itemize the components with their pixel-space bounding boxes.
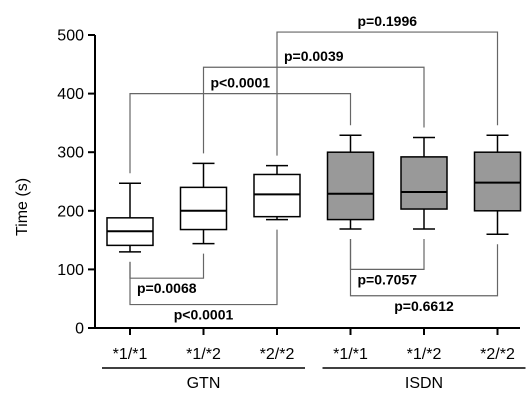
p-value-label: p=0.0068 [137,280,197,296]
box-1 [106,182,154,253]
bracket-line [349,238,499,297]
y-tick-label: 300 [57,145,84,162]
box-2 [179,162,228,245]
category-label: *2/*2 [480,346,515,363]
p-value-label: p<0.0001 [210,75,270,91]
comparison-bracket: p<0.0001 [129,229,278,323]
p-value-label: p=0.6612 [394,298,454,314]
comparison-bracket: p=0.0068 [129,253,205,296]
iqr-box [326,151,375,221]
box-4 [326,134,375,230]
category-label: *2/*2 [260,346,295,363]
iqr-box [400,156,448,210]
y-axis-label: Time (s) [14,178,31,236]
box-6 [473,134,522,235]
p-value-label: p=0.0039 [284,48,344,64]
plot-area [106,134,522,253]
p-value-label: p=0.7057 [357,271,417,287]
comparison-bracket: p=0.0039 [202,48,425,154]
y-tick-label: 100 [57,262,84,279]
bracket-line [129,229,278,306]
p-value-label: p=0.1996 [357,13,417,29]
bracket-line [129,92,352,174]
iqr-box [179,186,228,231]
box-5 [400,136,448,230]
bracket-line [276,31,499,156]
category-label: *1/*2 [407,346,442,363]
bracket-line [202,66,425,154]
y-tick-label: 0 [75,321,84,338]
iqr-box [473,151,522,212]
axes: 0 100 200 300 400 500 *1/*1 *1/*2 *2/*2 *1/*1 *1/*… [57,28,526,392]
group-label: GTN [187,375,221,392]
comparison-bracket: p=0.1996 [276,13,499,156]
p-value-label: p<0.0001 [174,307,234,323]
y-tick-label: 200 [57,203,84,220]
comparison-bracket: p<0.0001 [129,75,352,174]
significance-brackets: p<0.0001 p=0.0039 p=0.1996 p=0.0068 p<0.0001… [129,13,499,323]
category-label: *1/*2 [186,346,221,363]
category-label: *1/*1 [333,346,368,363]
comparison-bracket: p=0.6612 [349,238,499,314]
bracket-line [129,253,205,279]
comparison-bracket: p=0.7057 [349,238,425,287]
group-label: ISDN [405,375,443,392]
iqr-box [253,173,301,218]
bracket-line [349,238,425,270]
y-tick-label: 500 [57,28,84,45]
y-tick-label: 400 [57,86,84,103]
box-3 [253,164,301,221]
category-label: *1/*1 [113,346,148,363]
